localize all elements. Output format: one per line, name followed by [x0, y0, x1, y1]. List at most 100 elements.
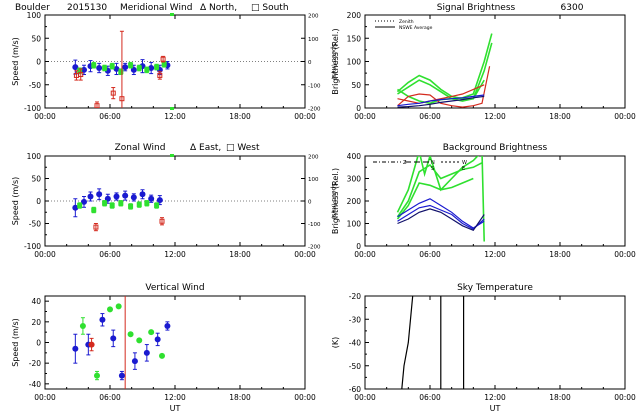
background-legend-s-label: S — [431, 166, 434, 172]
zonal-point-blue — [122, 192, 129, 199]
background-series-navy-1 — [397, 208, 485, 232]
zonal-point-blue — [72, 204, 79, 211]
sky-plot-area — [401, 296, 465, 389]
vertical-frame — [44, 295, 306, 390]
background-xtick-label: 12:00 — [484, 250, 506, 259]
meridional-point-green — [118, 69, 124, 75]
vertical-point-blue — [154, 336, 161, 343]
sky-ytick-label: -30 — [349, 315, 361, 324]
meridional-xtick-label: 18:00 — [229, 112, 251, 121]
sky-panel: Sky Temperature -60 -50 -40 -30 -20 00:00 06:00… — [331, 283, 636, 413]
zonal-xtick-label: 00:00 — [294, 250, 316, 259]
meridional-ylabel: Speed (m/s) — [11, 37, 20, 86]
background-xtick-label: 00:00 — [354, 250, 376, 259]
vertical-point-blue — [110, 335, 117, 342]
meridional-y2tick-label: 0 — [308, 60, 312, 66]
zonal-top-marker — [170, 154, 174, 157]
meridional-title-part: Boulder — [15, 3, 50, 13]
meridional-point-red — [94, 103, 100, 108]
zonal-point-blue — [96, 191, 103, 198]
zonal-y2tick-label: -200 — [308, 245, 321, 251]
zonal-point-green — [102, 200, 108, 206]
zonal-y2tick-label: 200 — [308, 155, 319, 161]
background-legend-w-label: W — [462, 160, 467, 166]
zonal-ytick-label: 50 — [31, 175, 41, 184]
background-frame — [364, 155, 626, 247]
sky-ytick-label: -50 — [349, 362, 361, 371]
sky-ytick-label: -40 — [349, 339, 361, 348]
signal-title-part: 6300 — [561, 3, 584, 13]
meridional-point-red — [78, 72, 84, 78]
meridional-xtick-label: 12:00 — [164, 112, 186, 121]
signal-series-green-3 — [397, 79, 485, 102]
zonal-y2label: Speed (m/s) — [330, 183, 337, 219]
background-xtick-label: 06:00 — [419, 250, 441, 259]
signal-xtick-label: 00:00 — [354, 112, 376, 121]
background-ytick-label: 400 — [347, 152, 362, 161]
meridional-xtick-label: 00:00 — [294, 112, 316, 121]
signal-series-red-2 — [397, 84, 485, 104]
vertical-point-green — [148, 329, 155, 336]
meridional-ytick-label: -50 — [29, 81, 41, 90]
signal-legend-zenith-label: Zenith — [399, 19, 414, 25]
meridional-title-part: 2015130 — [67, 3, 107, 13]
meridional-point-green — [144, 67, 150, 73]
meridional-point-red — [160, 56, 166, 62]
meridional-point-blue — [122, 64, 129, 71]
sky-ytick-label: -20 — [349, 292, 361, 301]
background-ylabel: Brightness (Rel.) — [331, 168, 340, 234]
vertical-point-green — [159, 352, 165, 359]
signal-title-part: Signal Brightness — [437, 3, 516, 13]
vertical-ytick-label: -20 — [29, 359, 41, 368]
meridional-xtick-label: 00:00 — [34, 112, 56, 121]
background-series-green-2 — [396, 162, 483, 218]
meridional-y2tick-label: -100 — [308, 83, 321, 89]
vertical-xtick-label: 00:00 — [34, 393, 56, 402]
signal-ylabel: Brightness (Rel.) — [331, 28, 340, 94]
zonal-panel: Zonal Wind Δ East, □ West -100 -50 0 50 100 -200… — [11, 143, 337, 259]
signal-ytick-label: 50 — [351, 81, 361, 90]
vertical-title-part: Vertical Wind — [145, 283, 204, 293]
meridional-point-blue — [148, 65, 155, 72]
background-series-green-3 — [396, 177, 474, 220]
signal-plot-area — [396, 33, 493, 108]
zonal-point-blue — [130, 194, 137, 201]
background-legend-n-label: N — [431, 160, 435, 166]
zonal-point-green — [91, 207, 97, 213]
meridional-y2tick-label: 200 — [308, 14, 319, 20]
meridional-point-blue — [113, 65, 120, 72]
zonal-point-red — [159, 218, 165, 224]
zonal-y2tick-label: -100 — [308, 222, 321, 228]
sky-series-sky-1 — [401, 296, 414, 389]
background-ytick-label: 100 — [347, 220, 362, 229]
vertical-point-blue — [164, 322, 171, 329]
zonal-xtick-label: 18:00 — [229, 250, 251, 259]
vertical-ytick-label: 0 — [36, 339, 41, 348]
vertical-ylabel: Speed (m/s) — [11, 318, 20, 367]
meridional-top-marker — [170, 13, 174, 16]
vertical-ytick-label: -40 — [29, 380, 41, 389]
signal-xtick-label: 00:00 — [614, 112, 636, 121]
signal-xtick-label: 12:00 — [484, 112, 506, 121]
meridional-point-blue — [81, 66, 87, 73]
vertical-point-green — [127, 331, 134, 338]
meridional-bottom-marker — [170, 107, 174, 110]
vertical-panel: Vertical Wind -40 -20 0 20 40 00:00 06:00 12:00 1… — [11, 283, 316, 413]
meridional-point-green — [154, 64, 160, 70]
zonal-ytick-label: 100 — [27, 152, 42, 161]
zonal-point-green — [144, 200, 150, 206]
sky-xlabel: UT — [490, 404, 501, 413]
meridional-point-red — [119, 96, 125, 102]
sky-xtick-label: 12:00 — [484, 393, 506, 402]
background-ytick-label: 200 — [347, 197, 362, 206]
meridional-title-part: Meridional Wind — [120, 3, 192, 13]
meridional-ytick-label: 100 — [27, 11, 42, 20]
zonal-ytick-label: 0 — [36, 197, 41, 206]
zonal-xtick-label: 12:00 — [164, 250, 186, 259]
zonal-xtick-label: 00:00 — [34, 250, 56, 259]
meridional-y2tick-label: -200 — [308, 107, 321, 113]
background-series-blue-1 — [397, 198, 485, 229]
zonal-point-blue — [148, 195, 155, 202]
zonal-point-green — [118, 200, 124, 206]
